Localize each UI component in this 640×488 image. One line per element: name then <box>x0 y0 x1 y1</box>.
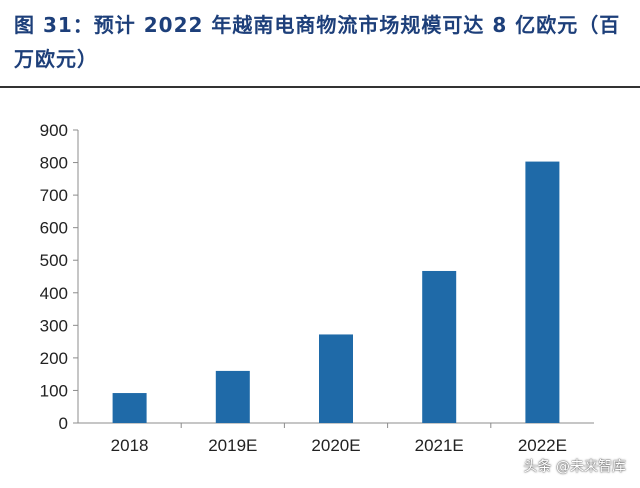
chart-labels: 0 100 200 300 400 500 600 700 800 900 2018 2019E 202… <box>40 121 567 455</box>
x-tick-label: 2022E <box>518 436 567 455</box>
y-tick-label: 300 <box>40 316 68 335</box>
x-tick-label: 2019E <box>208 436 257 455</box>
y-tick-label: 200 <box>40 349 68 368</box>
y-tick-label: 800 <box>40 154 68 173</box>
figure-title: 图 31：预计 2022 年越南电商物流市场规模可达 8 亿欧元（百万欧元） <box>14 13 621 71</box>
bar-2022E <box>525 161 560 423</box>
y-tick-label: 400 <box>40 284 68 303</box>
y-tick-label: 700 <box>40 186 68 205</box>
bar-2020E <box>319 334 353 423</box>
y-tick-label: 0 <box>59 414 68 433</box>
y-tick-label: 500 <box>40 251 68 270</box>
x-tick-label: 2021E <box>415 436 464 455</box>
chart-bars <box>112 161 560 423</box>
x-tick-label: 2018 <box>111 436 149 455</box>
bar-2021E <box>422 270 457 423</box>
bar-2019E <box>215 370 250 423</box>
y-tick-label: 900 <box>40 121 68 140</box>
bar-2018 <box>112 393 147 423</box>
y-tick-label: 100 <box>40 381 68 400</box>
y-tick-label: 600 <box>40 219 68 238</box>
x-tick-label: 2020E <box>311 436 360 455</box>
title-divider <box>0 86 640 88</box>
watermark: 头条 @未来智库 <box>523 459 626 475</box>
